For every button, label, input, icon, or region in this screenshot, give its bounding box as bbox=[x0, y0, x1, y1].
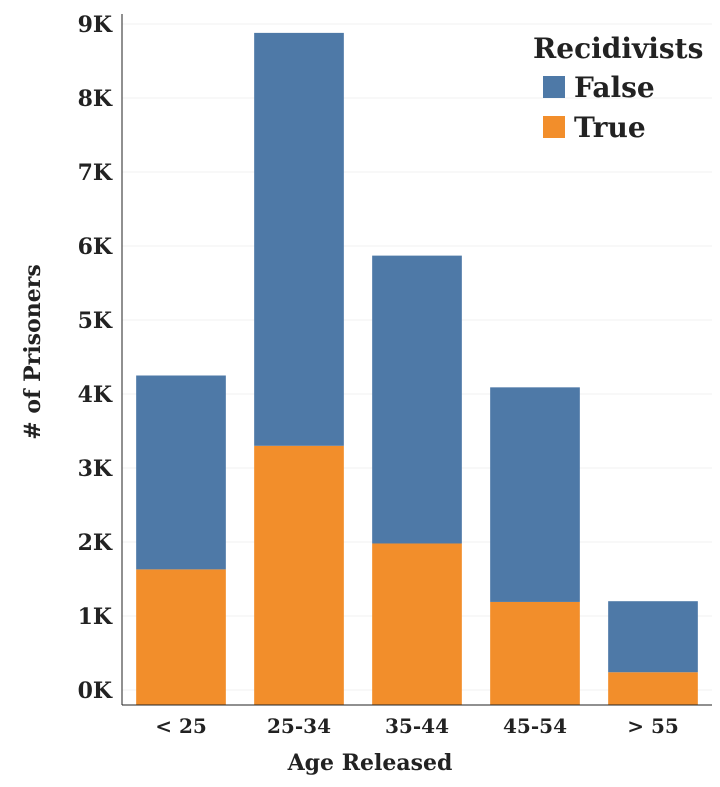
y-axis: 0K 1K 2K 3K 4K 5K 6K 7K 8K 9K bbox=[78, 12, 123, 705]
x-tick-label: 25-34 bbox=[267, 714, 331, 738]
bars bbox=[136, 32, 698, 705]
x-tick-label: > 55 bbox=[627, 714, 679, 738]
y-tick-label: 9K bbox=[78, 12, 113, 38]
legend: Recidivists False True bbox=[533, 32, 703, 144]
x-axis-title: Age Released bbox=[287, 750, 453, 776]
x-axis: < 25 25-34 35-44 45-54 > 55 bbox=[122, 704, 712, 738]
y-tick-label: 0K bbox=[78, 678, 113, 704]
bar-false-3 bbox=[372, 255, 462, 544]
bar-true-2 bbox=[254, 445, 344, 705]
y-tick-label: 7K bbox=[78, 160, 113, 186]
x-tick-label: 45-54 bbox=[503, 714, 567, 738]
bar-true-1 bbox=[136, 569, 226, 705]
y-axis-title: # of Prisoners bbox=[20, 264, 46, 439]
y-tick-label: 2K bbox=[78, 530, 113, 556]
x-tick-label: < 25 bbox=[155, 714, 207, 738]
bar-true-5 bbox=[608, 672, 698, 705]
bar-false-2 bbox=[254, 32, 344, 446]
y-tick-label: 8K bbox=[78, 86, 113, 112]
bar-true-4 bbox=[490, 601, 580, 705]
legend-entries: False True bbox=[543, 71, 655, 144]
legend-title: Recidivists bbox=[533, 32, 703, 65]
bar-false-5 bbox=[608, 601, 698, 673]
y-tick-label: 5K bbox=[78, 308, 113, 334]
legend-label-false: False bbox=[574, 71, 655, 104]
y-tick-label: 3K bbox=[78, 456, 113, 482]
y-tick-label: 4K bbox=[78, 382, 113, 408]
bar-true-3 bbox=[372, 543, 462, 705]
legend-swatch-false bbox=[543, 76, 565, 98]
bar-false-4 bbox=[490, 387, 580, 602]
bar-false-1 bbox=[136, 375, 226, 570]
x-tick-label: 35-44 bbox=[385, 714, 449, 738]
y-tick-label: 1K bbox=[78, 604, 113, 630]
legend-label-true: True bbox=[574, 111, 646, 144]
y-tick-label: 6K bbox=[78, 234, 113, 260]
legend-swatch-true bbox=[543, 116, 565, 138]
